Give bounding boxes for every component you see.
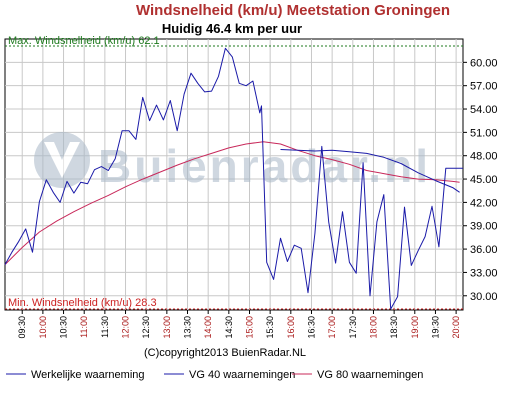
chart-subtitle: Huidig 46.4 km per uur — [162, 21, 302, 36]
x-tick-label: 15:00 — [244, 316, 254, 339]
chart-title: Windsnelheid (km/u) Meetstation Groninge… — [136, 2, 450, 19]
x-tick-label: 14:30 — [224, 316, 234, 339]
reference-lines — [5, 45, 463, 310]
y-tick-label: 33.00 — [470, 267, 498, 279]
watermark-logo-mark — [44, 142, 80, 178]
x-tick-label: 14:00 — [203, 316, 213, 339]
y-tick-label: 39.00 — [470, 221, 498, 233]
legend: Werkelijke waarneming VG 40 waarnemingen V… — [6, 369, 423, 381]
y-tick-label: 30.00 — [470, 291, 498, 303]
grid — [5, 39, 463, 310]
x-tick-label: 10:00 — [38, 316, 48, 339]
legend-actual-label: Werkelijke waarneming — [31, 369, 145, 381]
x-tick-label: 13:30 — [183, 316, 193, 339]
legend-vg80-label: VG 80 waarnemingen — [317, 369, 423, 381]
x-tick-label: 16:30 — [306, 316, 316, 339]
x-tick-label: 12:00 — [121, 316, 131, 339]
y-tick-label: 60.00 — [470, 57, 498, 69]
copyright: (C)copyright2013 BuienRadar.NL — [144, 347, 306, 359]
series-line-1 — [4, 47, 463, 310]
series-line-3 — [4, 141, 460, 265]
x-tick-label: 19:30 — [430, 316, 440, 339]
x-tick-label: 10:30 — [59, 316, 69, 339]
x-tick-label: 17:30 — [348, 316, 358, 339]
x-tick-label: 13:00 — [162, 316, 172, 339]
y-tick-label: 57.00 — [470, 81, 498, 93]
x-tick-label: 20:00 — [451, 316, 461, 339]
y-tick-label: 45.00 — [470, 174, 498, 186]
series-line-2 — [280, 149, 460, 193]
y-tick-label: 48.00 — [470, 151, 498, 163]
x-tick-label: 15:30 — [265, 316, 275, 339]
x-tick-label: 09:30 — [17, 316, 27, 339]
x-axis: 09:30 10:00 10:30 11:00 11:30 12:00 12:30 13:00… — [17, 310, 461, 339]
x-tick-label: 11:30 — [100, 316, 110, 338]
x-tick-label: 11:00 — [79, 316, 89, 338]
x-tick-label: 12:30 — [141, 316, 151, 339]
x-tick-label: 17:00 — [327, 316, 337, 339]
x-tick-label: 18:30 — [389, 316, 399, 339]
y-tick-label: 51.00 — [470, 127, 498, 139]
y-tick-label: 54.00 — [470, 104, 498, 116]
x-tick-label: 19:00 — [410, 316, 420, 339]
y-tick-label: 42.00 — [470, 197, 498, 209]
y-axis: 30.00 33.00 36.00 39.00 42.00 45.00 48.00 51.00… — [463, 57, 498, 303]
min-wind-label: Min. Windsnelheid (km/u) 28.3 — [8, 297, 157, 309]
legend-vg40-label: VG 40 waarnemingen — [189, 369, 295, 381]
x-tick-label: 18:00 — [368, 316, 378, 339]
x-tick-label: 16:00 — [286, 316, 296, 339]
max-wind-label: Max. Windsnelheid (km/u) 62.1 — [8, 35, 160, 47]
y-tick-label: 36.00 — [470, 244, 498, 256]
series — [4, 47, 463, 310]
